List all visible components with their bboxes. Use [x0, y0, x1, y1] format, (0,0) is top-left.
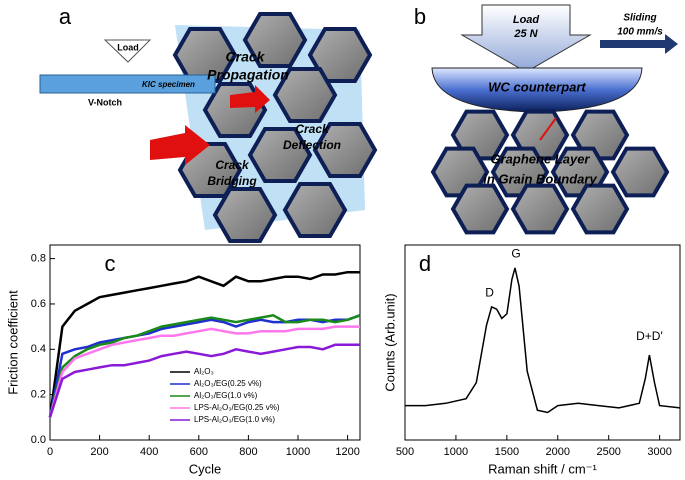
hexagon — [282, 182, 348, 238]
peak-label: D+D' — [636, 329, 663, 343]
arrow — [150, 125, 210, 165]
y-axis-label: Friction coefficient — [5, 290, 20, 395]
data-line — [48, 343, 360, 418]
y-tick-label: 0.4 — [31, 343, 46, 355]
graphene-label: in Grain Boundary — [483, 171, 597, 186]
crack-label: Bridging — [207, 174, 257, 188]
x-tick-label: 1000 — [444, 446, 468, 458]
arrow — [230, 85, 270, 113]
hexagon — [610, 146, 670, 198]
x-tick-label: 1000 — [286, 446, 310, 458]
sliding-label: 100 mm/s — [617, 27, 663, 38]
x-tick-label: 200 — [90, 446, 108, 458]
sliding-label: Sliding — [623, 13, 656, 24]
hexagon — [272, 67, 338, 123]
diagram-a: Load V-Notch KIC specimen b a Crack Prop… — [39, 4, 426, 243]
y-axis-label: Counts (Arb.unit) — [382, 293, 397, 391]
y-tick-label: 0.0 — [31, 434, 46, 446]
y-tick-label: 0.2 — [31, 389, 46, 401]
hexagon — [312, 122, 378, 178]
y-tick-label: 0.8 — [31, 253, 46, 265]
y-tick-label: 0.6 — [31, 298, 46, 310]
graphene-label: Graphene Layer — [491, 151, 591, 166]
data-line — [48, 313, 361, 418]
x-tick-label: 3000 — [647, 446, 671, 458]
x-axis-label: Cycle — [189, 461, 222, 476]
x-tick-label: 2500 — [596, 446, 620, 458]
diagram-b: Load 25 N Sliding 100 mm/s WC counterpar… — [430, 4, 678, 235]
data-line — [48, 270, 360, 418]
load-label: Load — [117, 42, 139, 52]
hexagon — [247, 127, 313, 183]
crack-label: Crack — [295, 122, 330, 136]
x-tick-label: 0 — [47, 446, 53, 458]
legend-label: LPS-Al₂O₃/EG(1.0 v%) — [194, 415, 275, 424]
load-arrow — [103, 39, 152, 63]
hexagon — [172, 27, 238, 83]
x-axis-label: Raman shift / cm⁻¹ — [488, 461, 597, 476]
hexagon — [510, 183, 570, 235]
panel-label: b — [414, 4, 426, 29]
crack-label: Deflection — [283, 138, 341, 152]
legend-label: Al₂O₃/EG(1.0 v%) — [194, 391, 258, 400]
x-tick-label: 400 — [140, 446, 158, 458]
legend-label: LPS-Al₂O₃/EG(0.25 v%) — [194, 403, 280, 412]
x-tick-label: 1500 — [495, 446, 519, 458]
load-label: 25 N — [513, 28, 538, 40]
crack-label: Propagation — [207, 67, 289, 83]
data-line — [405, 267, 681, 414]
hexagon — [307, 27, 373, 83]
load-label: Load — [513, 14, 540, 26]
x-tick-label: 2000 — [546, 446, 570, 458]
arrow — [600, 34, 678, 54]
x-tick-label: 500 — [396, 446, 414, 458]
hexagon — [242, 12, 308, 68]
panel-label: a — [59, 4, 72, 29]
legend-label: Al₂O₃ — [194, 367, 214, 376]
notch-label: V-Notch — [88, 97, 122, 107]
specimen — [39, 74, 216, 94]
plot-frame — [49, 244, 361, 441]
crack-label: Crack — [215, 158, 250, 172]
hexagon — [212, 187, 278, 243]
load-arrow — [460, 4, 592, 73]
arrow — [539, 117, 557, 141]
x-tick-label: 1200 — [335, 446, 359, 458]
panel-label: c — [105, 251, 116, 276]
charts: 0 200 400 600 800 1000 1200 0.0 0.2 0.4 0.6 0.8 Cycl… — [5, 244, 681, 476]
hexagon — [450, 183, 510, 235]
x-tick-label: 600 — [190, 446, 208, 458]
plot-frame — [404, 244, 681, 441]
x-tick-label: 800 — [239, 446, 257, 458]
crack-label: Crack — [226, 49, 266, 65]
peak-label: G — [511, 246, 520, 260]
counterpart-label: WC counterpart — [488, 79, 586, 94]
legend-label: Al₂O₃/EG(0.25 v%) — [194, 379, 262, 388]
peak-label: D — [485, 285, 494, 299]
data-line — [48, 325, 360, 418]
panel-label: d — [419, 251, 431, 276]
specimen-label: KIC specimen — [142, 80, 195, 89]
hexagon — [570, 183, 630, 235]
